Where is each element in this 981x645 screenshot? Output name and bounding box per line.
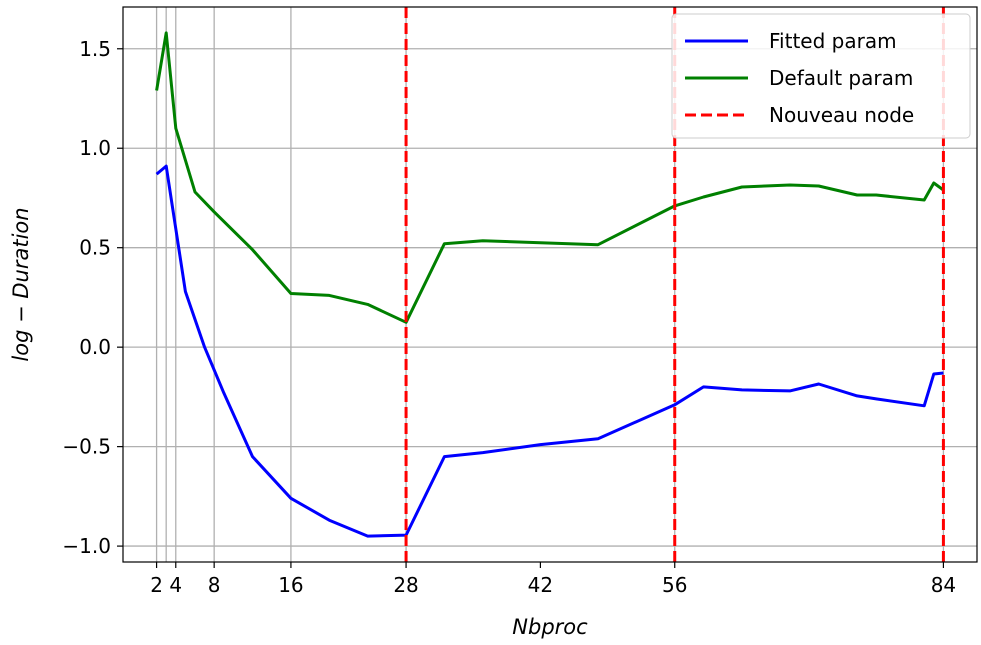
legend-label-default: Default param [769, 66, 913, 90]
y-tick-label: 1.5 [79, 37, 111, 61]
x-tick-label: 2 [150, 573, 163, 597]
y-tick-label: 0.0 [79, 335, 111, 359]
x-tick-label: 16 [278, 573, 303, 597]
x-tick-label: 42 [528, 573, 553, 597]
plot-frame [122, 6, 978, 563]
y-tick-label: −0.5 [62, 435, 111, 459]
x-tick-label: 28 [393, 573, 418, 597]
series-line-default [155, 31, 945, 324]
y-tick-label: −1.0 [62, 534, 111, 558]
legend-box [671, 13, 971, 139]
legend-label-fitted: Fitted param [769, 29, 897, 53]
x-tick-label: 4 [169, 573, 182, 597]
nouveau-node-lines [404, 7, 945, 562]
y-tick-label: 1.0 [79, 136, 111, 160]
legend-label-nouveau-node: Nouveau node [769, 103, 914, 127]
series-line-fitted [155, 164, 944, 538]
x-axis-label: Nbproc [512, 615, 588, 639]
y-axis-label: log − Duration [9, 207, 33, 361]
x-tick-label: 8 [208, 573, 221, 597]
series-lines [155, 31, 945, 538]
x-tick-label: 56 [662, 573, 687, 597]
legend: Fitted param Default param Nouveau node [671, 13, 971, 139]
y-tick-label: 0.5 [79, 236, 111, 260]
axis-ticks: 2 4 8 16 28 42 56 84 1.5 1.0 0.5 0.0 −0.5 −1.0 [62, 37, 956, 597]
x-tick-label: 84 [931, 573, 956, 597]
